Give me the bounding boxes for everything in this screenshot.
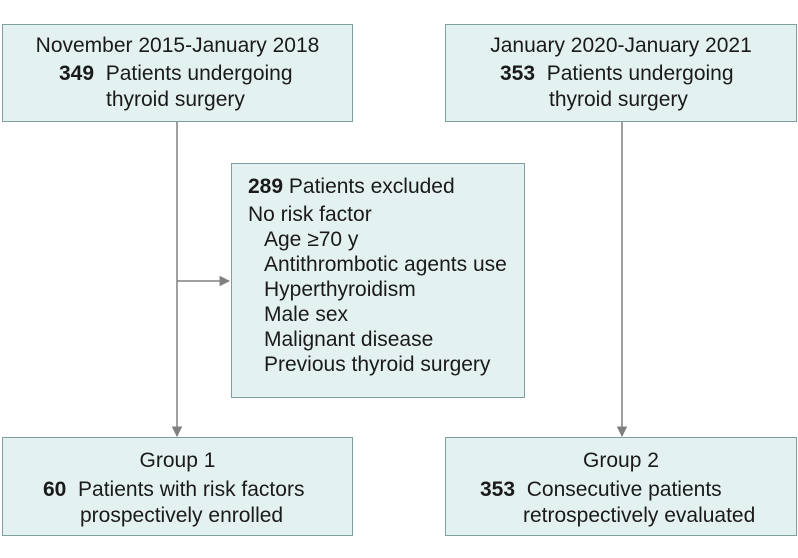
box-count-line: 353 Patients undergoing (500, 61, 734, 87)
excluded-item: Age ≥70 y (264, 228, 359, 251)
excluded-item: Malignant disease (264, 328, 434, 351)
excluded-item: Antithrombotic agents use (264, 253, 507, 276)
box-group-1: Group 1 60 Patients with risk factors pr… (2, 437, 353, 536)
box-text-line2: thyroid surgery (106, 88, 245, 111)
box-heading: Group 1 (139, 449, 216, 472)
excluded-label: Patients excluded (288, 175, 455, 198)
box-count-line: 349 Patients undergoing (59, 61, 293, 87)
box-excluded: 289 Patients excluded No risk factor Age… (231, 163, 525, 398)
box-heading: Group 2 (583, 449, 659, 472)
excluded-item: Male sex (264, 303, 349, 326)
box-group-2: Group 2 353 Consecutive patients retrosp… (445, 437, 797, 536)
box-count-line: 353 Consecutive patients (480, 477, 722, 503)
patient-count: 353 (500, 62, 536, 85)
box-text: Patients undergoing (546, 62, 734, 85)
excluded-count-line: 289 Patients excluded (248, 174, 455, 200)
excluded-count: 289 (248, 175, 284, 198)
box-text: Patients undergoing (105, 62, 293, 85)
patient-count: 353 (480, 478, 516, 501)
excluded-subheading: No risk factor (248, 203, 372, 226)
box-text-line2: prospectively enrolled (80, 504, 284, 527)
box-heading: November 2015-January 2018 (35, 34, 320, 57)
box-period-2015-2018: November 2015-January 2018 349 Patients … (2, 24, 353, 122)
excluded-item: Hyperthyroidism (264, 278, 416, 301)
box-text: Patients with risk factors (78, 478, 305, 501)
box-text-line2: retrospectively evaluated (523, 504, 756, 527)
patient-count: 349 (59, 62, 95, 85)
box-count-line: 60 Patients with risk factors (43, 477, 304, 503)
box-text-line2: thyroid surgery (549, 88, 688, 111)
box-period-2020-2021: January 2020-January 2021 353 Patients u… (445, 24, 797, 122)
box-text: Consecutive patients (526, 478, 722, 501)
box-heading: January 2020-January 2021 (490, 34, 752, 57)
patient-count: 60 (43, 478, 67, 501)
excluded-item: Previous thyroid surgery (264, 353, 491, 376)
